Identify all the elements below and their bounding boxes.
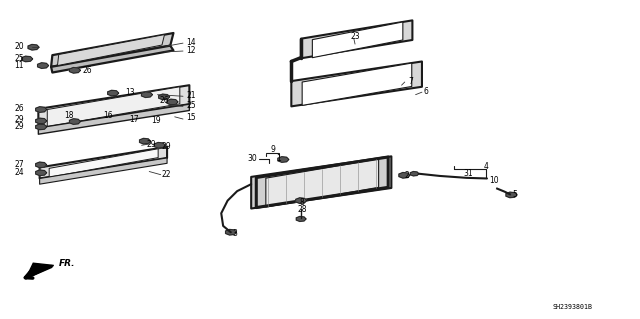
Polygon shape — [154, 143, 165, 148]
Text: SH2393801B: SH2393801B — [552, 304, 593, 309]
Polygon shape — [38, 104, 189, 134]
Text: 5: 5 — [513, 190, 517, 199]
Text: 25: 25 — [14, 54, 24, 63]
Polygon shape — [410, 172, 419, 176]
Text: FR.: FR. — [59, 259, 76, 268]
Polygon shape — [301, 20, 412, 58]
Polygon shape — [167, 99, 178, 105]
Polygon shape — [38, 63, 49, 68]
Text: 2: 2 — [404, 171, 409, 180]
Text: 11: 11 — [14, 61, 24, 70]
Polygon shape — [40, 158, 167, 184]
Polygon shape — [22, 56, 33, 62]
Text: 17: 17 — [129, 115, 138, 123]
Polygon shape — [36, 170, 47, 175]
Text: 18: 18 — [64, 111, 74, 120]
Text: 16: 16 — [103, 111, 113, 120]
Polygon shape — [140, 138, 150, 144]
Text: 25: 25 — [186, 100, 196, 110]
Text: 23: 23 — [350, 32, 360, 41]
Polygon shape — [302, 63, 412, 105]
Text: 31: 31 — [463, 169, 473, 178]
Text: 6: 6 — [423, 87, 428, 96]
Text: 22: 22 — [162, 170, 172, 179]
Polygon shape — [108, 90, 118, 96]
Text: 29: 29 — [14, 122, 24, 131]
Text: 29: 29 — [147, 140, 156, 149]
Text: 8: 8 — [300, 198, 305, 207]
Text: 4: 4 — [483, 162, 488, 171]
Polygon shape — [226, 229, 237, 235]
Polygon shape — [296, 217, 306, 221]
Text: 3: 3 — [232, 229, 237, 238]
Polygon shape — [26, 263, 54, 279]
Text: 27: 27 — [14, 160, 24, 169]
Polygon shape — [49, 149, 158, 177]
Text: 24: 24 — [14, 168, 24, 177]
Polygon shape — [40, 147, 167, 178]
Text: 29: 29 — [14, 115, 24, 124]
Polygon shape — [70, 119, 81, 124]
Text: 12: 12 — [186, 46, 196, 55]
Text: 26: 26 — [14, 104, 24, 113]
Polygon shape — [51, 46, 173, 72]
Text: 30: 30 — [248, 154, 257, 163]
Polygon shape — [51, 33, 173, 67]
Text: 28: 28 — [298, 205, 307, 214]
Polygon shape — [36, 162, 47, 168]
Polygon shape — [278, 157, 289, 162]
Polygon shape — [70, 68, 81, 73]
Text: 14: 14 — [186, 38, 196, 47]
Text: 26: 26 — [83, 66, 93, 75]
Text: 9: 9 — [271, 145, 275, 154]
Text: 15: 15 — [186, 113, 196, 122]
Polygon shape — [36, 107, 47, 112]
Polygon shape — [296, 198, 307, 204]
Polygon shape — [36, 118, 47, 124]
Text: 13: 13 — [125, 88, 135, 97]
Polygon shape — [399, 173, 410, 178]
Text: 26: 26 — [159, 96, 169, 105]
Polygon shape — [251, 156, 392, 209]
Text: 7: 7 — [408, 77, 413, 85]
Polygon shape — [159, 94, 170, 100]
Text: 21: 21 — [186, 91, 196, 100]
Text: 10: 10 — [489, 175, 499, 185]
Polygon shape — [58, 34, 164, 66]
Polygon shape — [312, 22, 403, 58]
Text: 29: 29 — [162, 142, 172, 151]
Polygon shape — [141, 92, 152, 97]
Polygon shape — [291, 62, 422, 106]
Text: 19: 19 — [151, 116, 161, 125]
Polygon shape — [38, 85, 189, 128]
Polygon shape — [28, 44, 39, 50]
Text: 20: 20 — [14, 42, 24, 51]
Polygon shape — [266, 159, 379, 207]
Polygon shape — [36, 124, 47, 130]
Text: 1: 1 — [276, 154, 282, 163]
Polygon shape — [47, 87, 180, 127]
Polygon shape — [506, 192, 517, 198]
